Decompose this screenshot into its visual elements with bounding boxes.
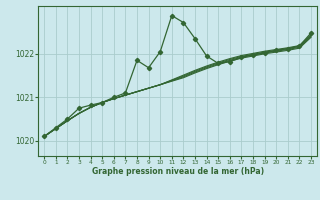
X-axis label: Graphe pression niveau de la mer (hPa): Graphe pression niveau de la mer (hPa) xyxy=(92,167,264,176)
